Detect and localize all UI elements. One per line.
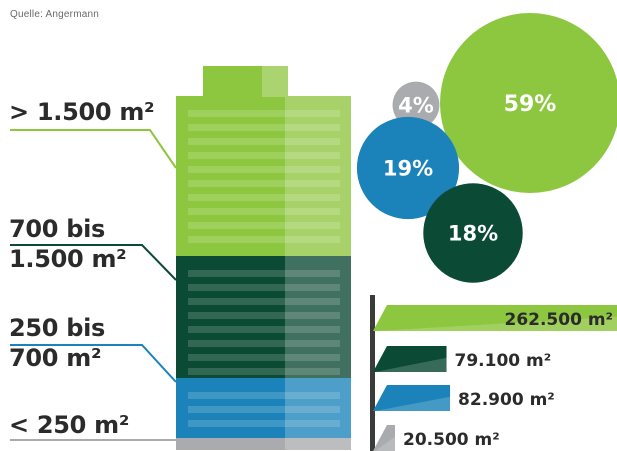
building-window-stripe [188, 152, 340, 159]
building-window-stripe [188, 354, 340, 361]
category-label-line: < 250 m² [9, 411, 130, 439]
building-segment [176, 438, 351, 450]
building-window-stripe [188, 298, 340, 305]
bubble-label: 59% [504, 92, 557, 117]
building-segment [176, 256, 351, 378]
building-window-stripe [188, 340, 340, 347]
building-facade [285, 96, 351, 256]
building-segment [176, 96, 351, 256]
building-window-stripe [188, 420, 340, 427]
bubble [356, 116, 460, 220]
bar-highlight [375, 396, 451, 411]
building-window-stripe [188, 312, 340, 319]
category-label-line: 700 m² [9, 344, 102, 372]
building-window-stripe [188, 166, 340, 173]
bubble-label: 18% [448, 222, 498, 246]
category-label-medium-large: 700 bis 1.500 m² [9, 214, 127, 274]
building-window-stripe [188, 326, 340, 333]
category-label-small: < 250 m² [9, 410, 129, 440]
bar [373, 425, 395, 451]
bubble-label: 19% [383, 157, 433, 181]
category-label-line: 250 bis [9, 314, 106, 342]
building-window-stripe [188, 392, 340, 399]
bubble [440, 13, 617, 193]
building-window-stripe [188, 406, 340, 413]
category-label-medium: 250 bis 700 m² [9, 313, 105, 373]
category-label-large: > 1.500 m² [9, 97, 155, 127]
leader-line [10, 129, 177, 169]
bubble-label: 4% [398, 94, 434, 118]
building-window-stripe [188, 222, 340, 229]
category-label-line: > 1.500 m² [9, 98, 155, 126]
category-label-line: 1.500 m² [9, 245, 127, 273]
building-roof [203, 66, 288, 97]
building-window-stripe [188, 138, 340, 145]
building-window-stripe [188, 270, 340, 277]
bar [373, 346, 447, 372]
building-window-stripe [188, 110, 340, 117]
category-label-line: 700 bis [9, 215, 106, 243]
bar-highlight [375, 357, 447, 372]
building-window-stripe [188, 180, 340, 187]
bar-value-label: 20.500 m² [403, 430, 500, 450]
bubble [392, 81, 440, 129]
building-window-stripe [188, 124, 340, 131]
building-window-stripe [188, 284, 340, 291]
building-window-stripe [188, 208, 340, 215]
building-facade [285, 256, 351, 378]
leader-line [10, 244, 177, 281]
bar [373, 305, 617, 331]
bubble [423, 183, 523, 283]
bar-highlight [375, 436, 395, 451]
bar-axis [370, 295, 375, 451]
bar-highlight [375, 316, 617, 331]
leader-line [10, 344, 177, 383]
bar [373, 385, 451, 411]
building-facade [285, 378, 351, 438]
building-facade [285, 438, 351, 450]
bar-value-label: 82.900 m² [458, 390, 555, 410]
building-window-stripe [188, 368, 340, 375]
bar-value-label: 262.500 m² [504, 310, 613, 330]
building-window-stripe [188, 236, 340, 243]
bar-value-label: 79.100 m² [455, 351, 552, 371]
building-segment [176, 378, 351, 438]
building-roof-highlight [262, 66, 288, 97]
source-note: Quelle: Angermann [10, 9, 100, 20]
building-window-stripe [188, 194, 340, 201]
